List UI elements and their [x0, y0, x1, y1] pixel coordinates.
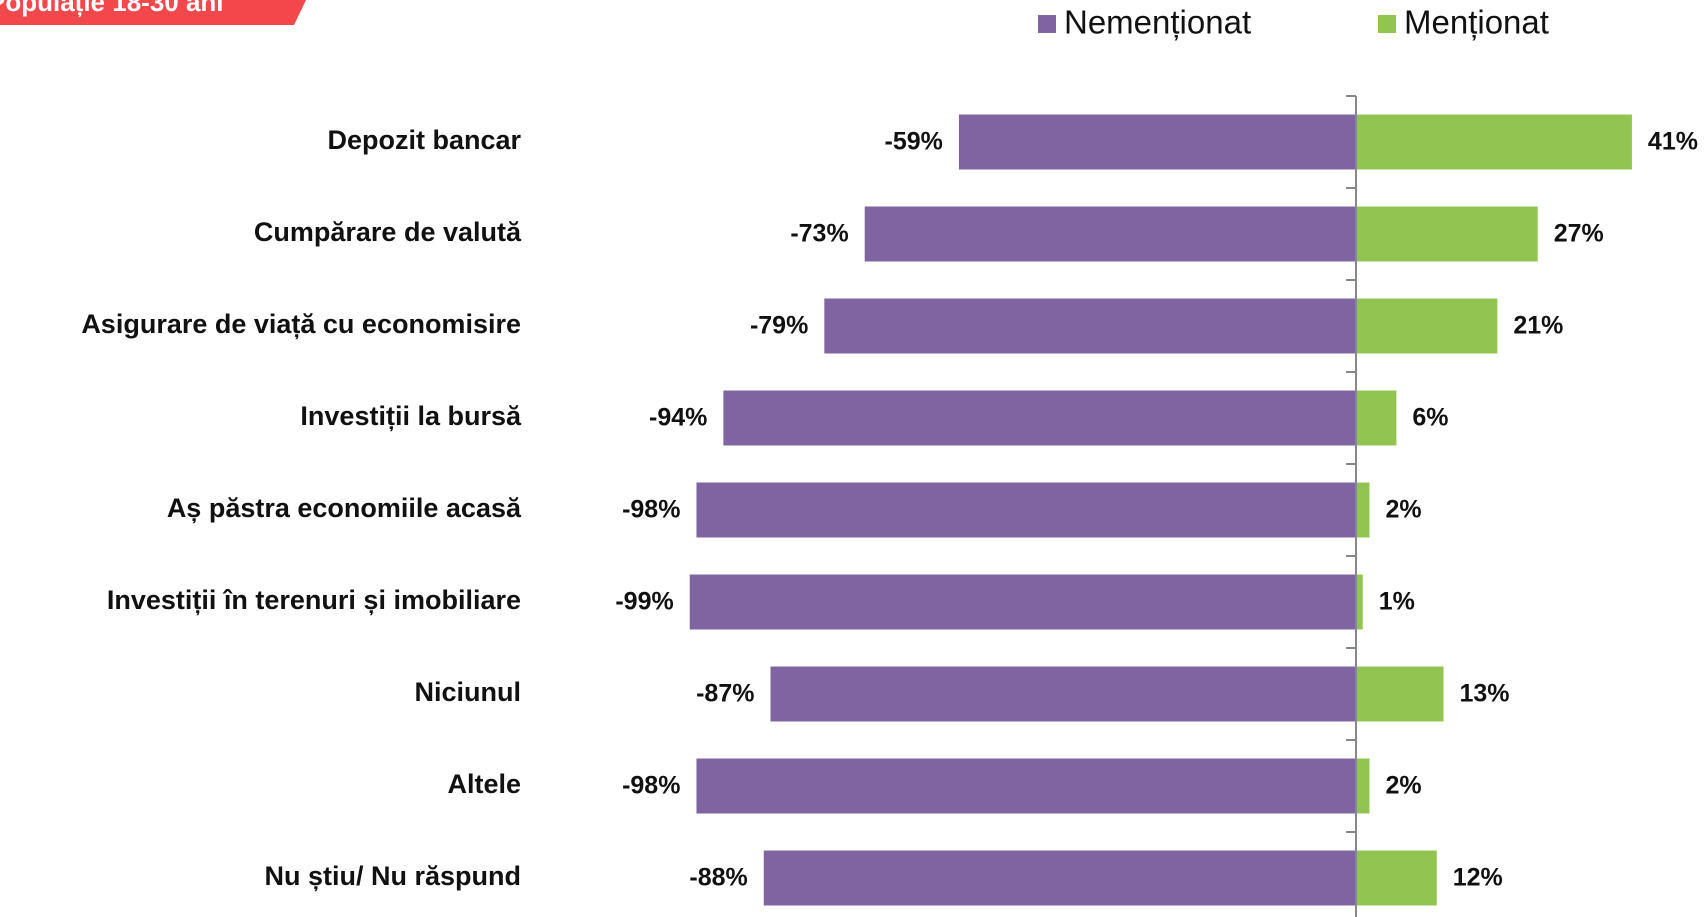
category-label: Nu știu/ Nu răspund	[265, 861, 522, 891]
value-label: -98%	[622, 772, 680, 800]
bar	[1356, 114, 1632, 170]
category-label: Aș păstra economiile acasă	[167, 493, 522, 523]
value-label: -88%	[689, 864, 747, 892]
category-label: Depozit bancar	[327, 125, 521, 155]
value-label: 13%	[1459, 680, 1509, 708]
legend-label: Menționat	[1404, 4, 1549, 41]
legend-swatch	[1038, 15, 1056, 33]
category-label: Investiții la bursă	[300, 401, 522, 431]
value-label: 27%	[1554, 220, 1604, 248]
value-label: -73%	[790, 220, 848, 248]
bar	[824, 298, 1356, 354]
value-label: 6%	[1412, 404, 1448, 432]
value-label: 2%	[1385, 496, 1421, 524]
bar	[763, 850, 1356, 906]
bar	[696, 758, 1356, 814]
bar	[1356, 206, 1538, 262]
bar	[1356, 482, 1370, 538]
bar	[770, 666, 1356, 722]
value-label: -94%	[649, 404, 707, 432]
value-label: 12%	[1453, 864, 1503, 892]
value-label: -99%	[615, 588, 673, 616]
value-label: 41%	[1648, 128, 1698, 156]
value-label: 1%	[1379, 588, 1415, 616]
value-label: -59%	[885, 128, 943, 156]
category-label: Niciunul	[415, 677, 522, 707]
chart-title: Populație 18-30 ani	[0, 0, 224, 17]
category-label: Asigurare de viață cu economisire	[81, 309, 521, 339]
title-tab	[0, 0, 306, 25]
value-label: -98%	[622, 496, 680, 524]
value-label: 2%	[1385, 772, 1421, 800]
value-label: -79%	[750, 312, 808, 340]
legend-label: Nemenționat	[1064, 4, 1251, 41]
bar	[689, 574, 1356, 630]
bar	[1356, 390, 1397, 446]
bar	[1356, 758, 1370, 814]
category-label: Altele	[447, 769, 521, 799]
bar	[958, 114, 1356, 170]
category-label: Cumpărare de valută	[254, 217, 522, 247]
value-label: 21%	[1513, 312, 1563, 340]
bar	[1356, 666, 1444, 722]
bar	[1356, 574, 1363, 630]
value-label: -87%	[696, 680, 754, 708]
category-label: Investiții în terenuri și imobiliare	[107, 585, 521, 615]
bar	[864, 206, 1356, 262]
bar	[1356, 850, 1437, 906]
legend-swatch	[1378, 15, 1396, 33]
bar	[696, 482, 1356, 538]
bar	[723, 390, 1356, 446]
bar	[1356, 298, 1498, 354]
